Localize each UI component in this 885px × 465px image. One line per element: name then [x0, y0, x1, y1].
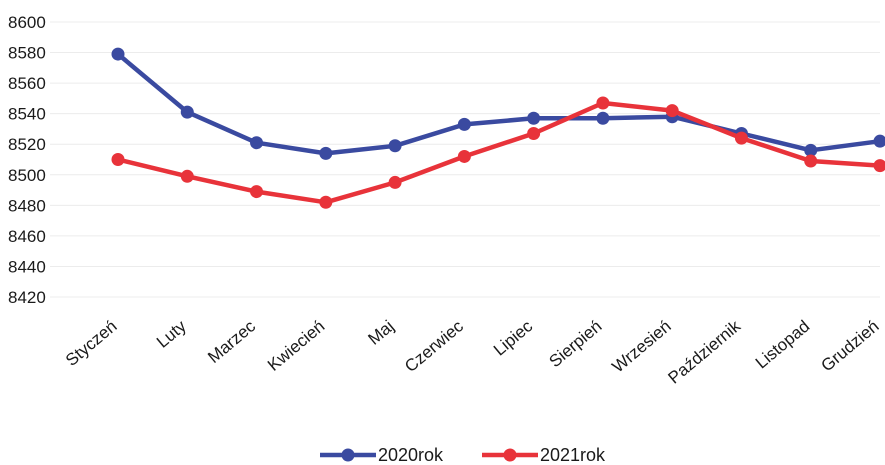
data-point	[665, 104, 679, 118]
y-axis-ticks: 8420 8440 8460 8480 8500 8520 8540 8560 8580 8600	[8, 13, 46, 307]
data-point	[804, 154, 818, 168]
data-point	[180, 169, 194, 183]
legend-marker	[503, 448, 517, 462]
series-lines	[111, 47, 885, 209]
legend: 2020rok 2021rok	[320, 445, 606, 465]
data-point	[457, 149, 471, 163]
legend-item: 2020rok	[320, 445, 444, 465]
y-tick-label: 8600	[8, 13, 46, 32]
data-point	[734, 131, 748, 145]
x-axis-ticks: Styczeń Luty Marzec Kwiecień Maj Czerwiec Lipi…	[62, 316, 883, 387]
data-point	[527, 111, 541, 125]
x-tick-label: Listopad	[752, 317, 813, 373]
data-point	[111, 153, 125, 166]
x-tick-label: Czerwiec	[401, 316, 467, 376]
y-tick-label: 8520	[8, 135, 46, 154]
y-tick-label: 8440	[8, 257, 46, 276]
y-tick-label: 8420	[8, 288, 46, 307]
data-point	[873, 134, 885, 148]
y-tick-label: 8580	[8, 44, 46, 63]
x-tick-label: Wrzesień	[608, 317, 674, 377]
x-tick-label: Lipiec	[490, 316, 537, 359]
data-point	[596, 96, 610, 110]
data-point	[873, 159, 885, 173]
x-tick-label: Maj	[364, 317, 397, 349]
x-tick-label: Kwiecień	[264, 317, 328, 375]
data-point	[527, 127, 541, 141]
data-point	[111, 47, 125, 61]
series-2021rok	[111, 96, 885, 209]
y-tick-label: 8560	[8, 74, 46, 93]
y-tick-label: 8480	[8, 196, 46, 215]
y-tick-label: 8540	[8, 105, 46, 124]
legend-label: 2020rok	[378, 445, 444, 465]
data-point	[180, 105, 194, 119]
data-point	[804, 143, 818, 157]
x-tick-label: Sierpień	[545, 317, 605, 372]
data-point	[319, 195, 333, 209]
y-tick-label: 8460	[8, 227, 46, 246]
x-tick-label: Grudzień	[818, 317, 883, 376]
data-point	[388, 175, 402, 189]
y-tick-label: 8500	[8, 166, 46, 185]
series-line	[116, 52, 881, 156]
data-point	[388, 139, 402, 153]
series-line	[117, 100, 881, 205]
legend-item: 2021rok	[482, 445, 606, 465]
legend-marker	[341, 448, 355, 462]
data-point	[319, 146, 333, 160]
data-point	[250, 185, 264, 199]
data-point	[457, 117, 471, 131]
x-tick-label: Styczeń	[62, 317, 121, 370]
data-point	[250, 136, 264, 150]
x-tick-label: Luty	[153, 316, 190, 352]
legend-label: 2021rok	[540, 445, 606, 465]
data-point	[596, 111, 610, 125]
x-tick-label: Marzec	[204, 316, 259, 367]
x-tick-label: Październik	[664, 316, 744, 387]
